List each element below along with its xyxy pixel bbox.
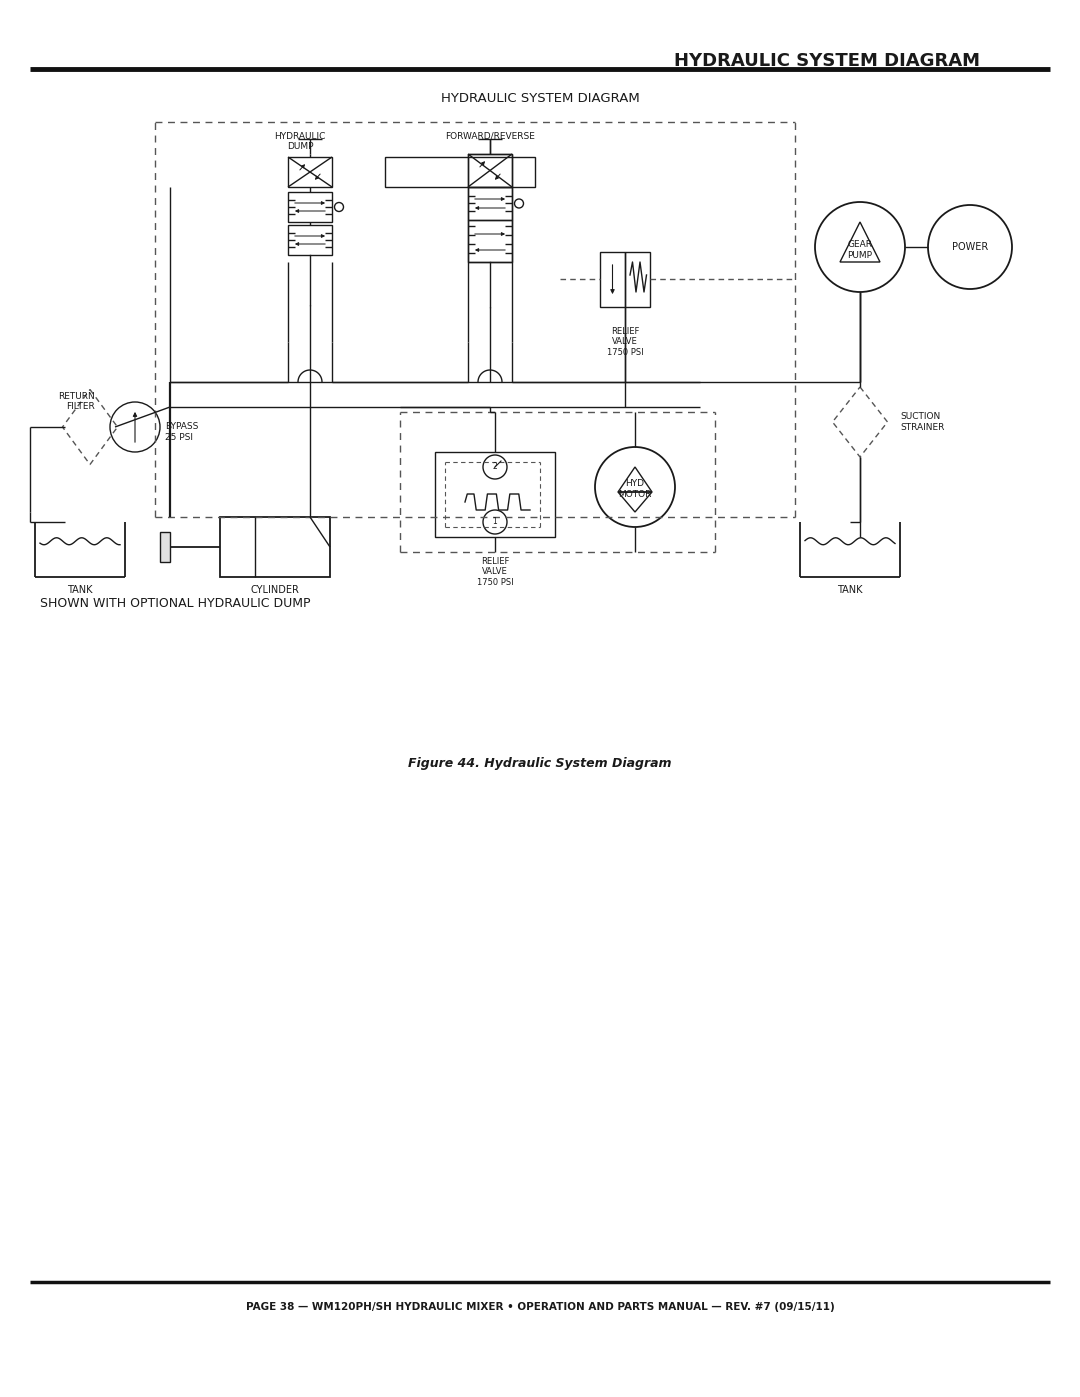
Text: TANK: TANK — [67, 585, 93, 595]
Circle shape — [928, 205, 1012, 289]
Text: 2: 2 — [492, 462, 498, 472]
Bar — [468, 219, 512, 263]
Circle shape — [595, 447, 675, 527]
Circle shape — [110, 402, 160, 453]
Bar — [384, 156, 535, 187]
Bar — [468, 187, 512, 219]
Text: RELIEF
VALVE
1750 PSI: RELIEF VALVE 1750 PSI — [476, 557, 513, 587]
Bar — [288, 156, 332, 187]
Text: HYDRAULIC SYSTEM DIAGRAM: HYDRAULIC SYSTEM DIAGRAM — [441, 92, 639, 105]
Text: HYDRAULIC SYSTEM DIAGRAM: HYDRAULIC SYSTEM DIAGRAM — [674, 52, 980, 70]
Text: POWER: POWER — [951, 242, 988, 251]
Circle shape — [815, 203, 905, 292]
Circle shape — [483, 455, 507, 479]
Text: HYDRAULIC
DUMP: HYDRAULIC DUMP — [274, 131, 326, 151]
Bar — [288, 191, 332, 222]
Text: RELIEF
VALVE
1750 PSI: RELIEF VALVE 1750 PSI — [607, 327, 644, 356]
Text: SHOWN WITH OPTIONAL HYDRAULIC DUMP: SHOWN WITH OPTIONAL HYDRAULIC DUMP — [40, 597, 311, 610]
Circle shape — [483, 510, 507, 534]
Bar — [220, 517, 330, 577]
Text: RETURN
FILTER: RETURN FILTER — [58, 393, 95, 411]
Text: PAGE 38 — WM120PH/SH HYDRAULIC MIXER • OPERATION AND PARTS MANUAL — REV. #7 (09/: PAGE 38 — WM120PH/SH HYDRAULIC MIXER • O… — [245, 1302, 835, 1312]
Text: 1: 1 — [492, 517, 498, 527]
Text: BYPASS
25 PSI: BYPASS 25 PSI — [165, 422, 199, 441]
Bar — [288, 225, 332, 256]
Bar — [468, 154, 512, 187]
Circle shape — [514, 198, 524, 208]
Text: SUCTION
STRAINER: SUCTION STRAINER — [900, 412, 944, 432]
Text: Figure 44. Hydraulic System Diagram: Figure 44. Hydraulic System Diagram — [408, 757, 672, 770]
Bar — [468, 154, 512, 263]
Text: TANK: TANK — [837, 585, 863, 595]
Text: CYLINDER: CYLINDER — [251, 585, 299, 595]
Text: GEAR
PUMP: GEAR PUMP — [848, 240, 873, 260]
Bar — [160, 532, 170, 562]
Bar — [435, 453, 555, 536]
Circle shape — [335, 203, 343, 211]
Text: HYD
MOTOR: HYD MOTOR — [619, 479, 651, 499]
Text: FORWARD/REVERSE: FORWARD/REVERSE — [445, 131, 535, 141]
Bar — [600, 251, 650, 307]
